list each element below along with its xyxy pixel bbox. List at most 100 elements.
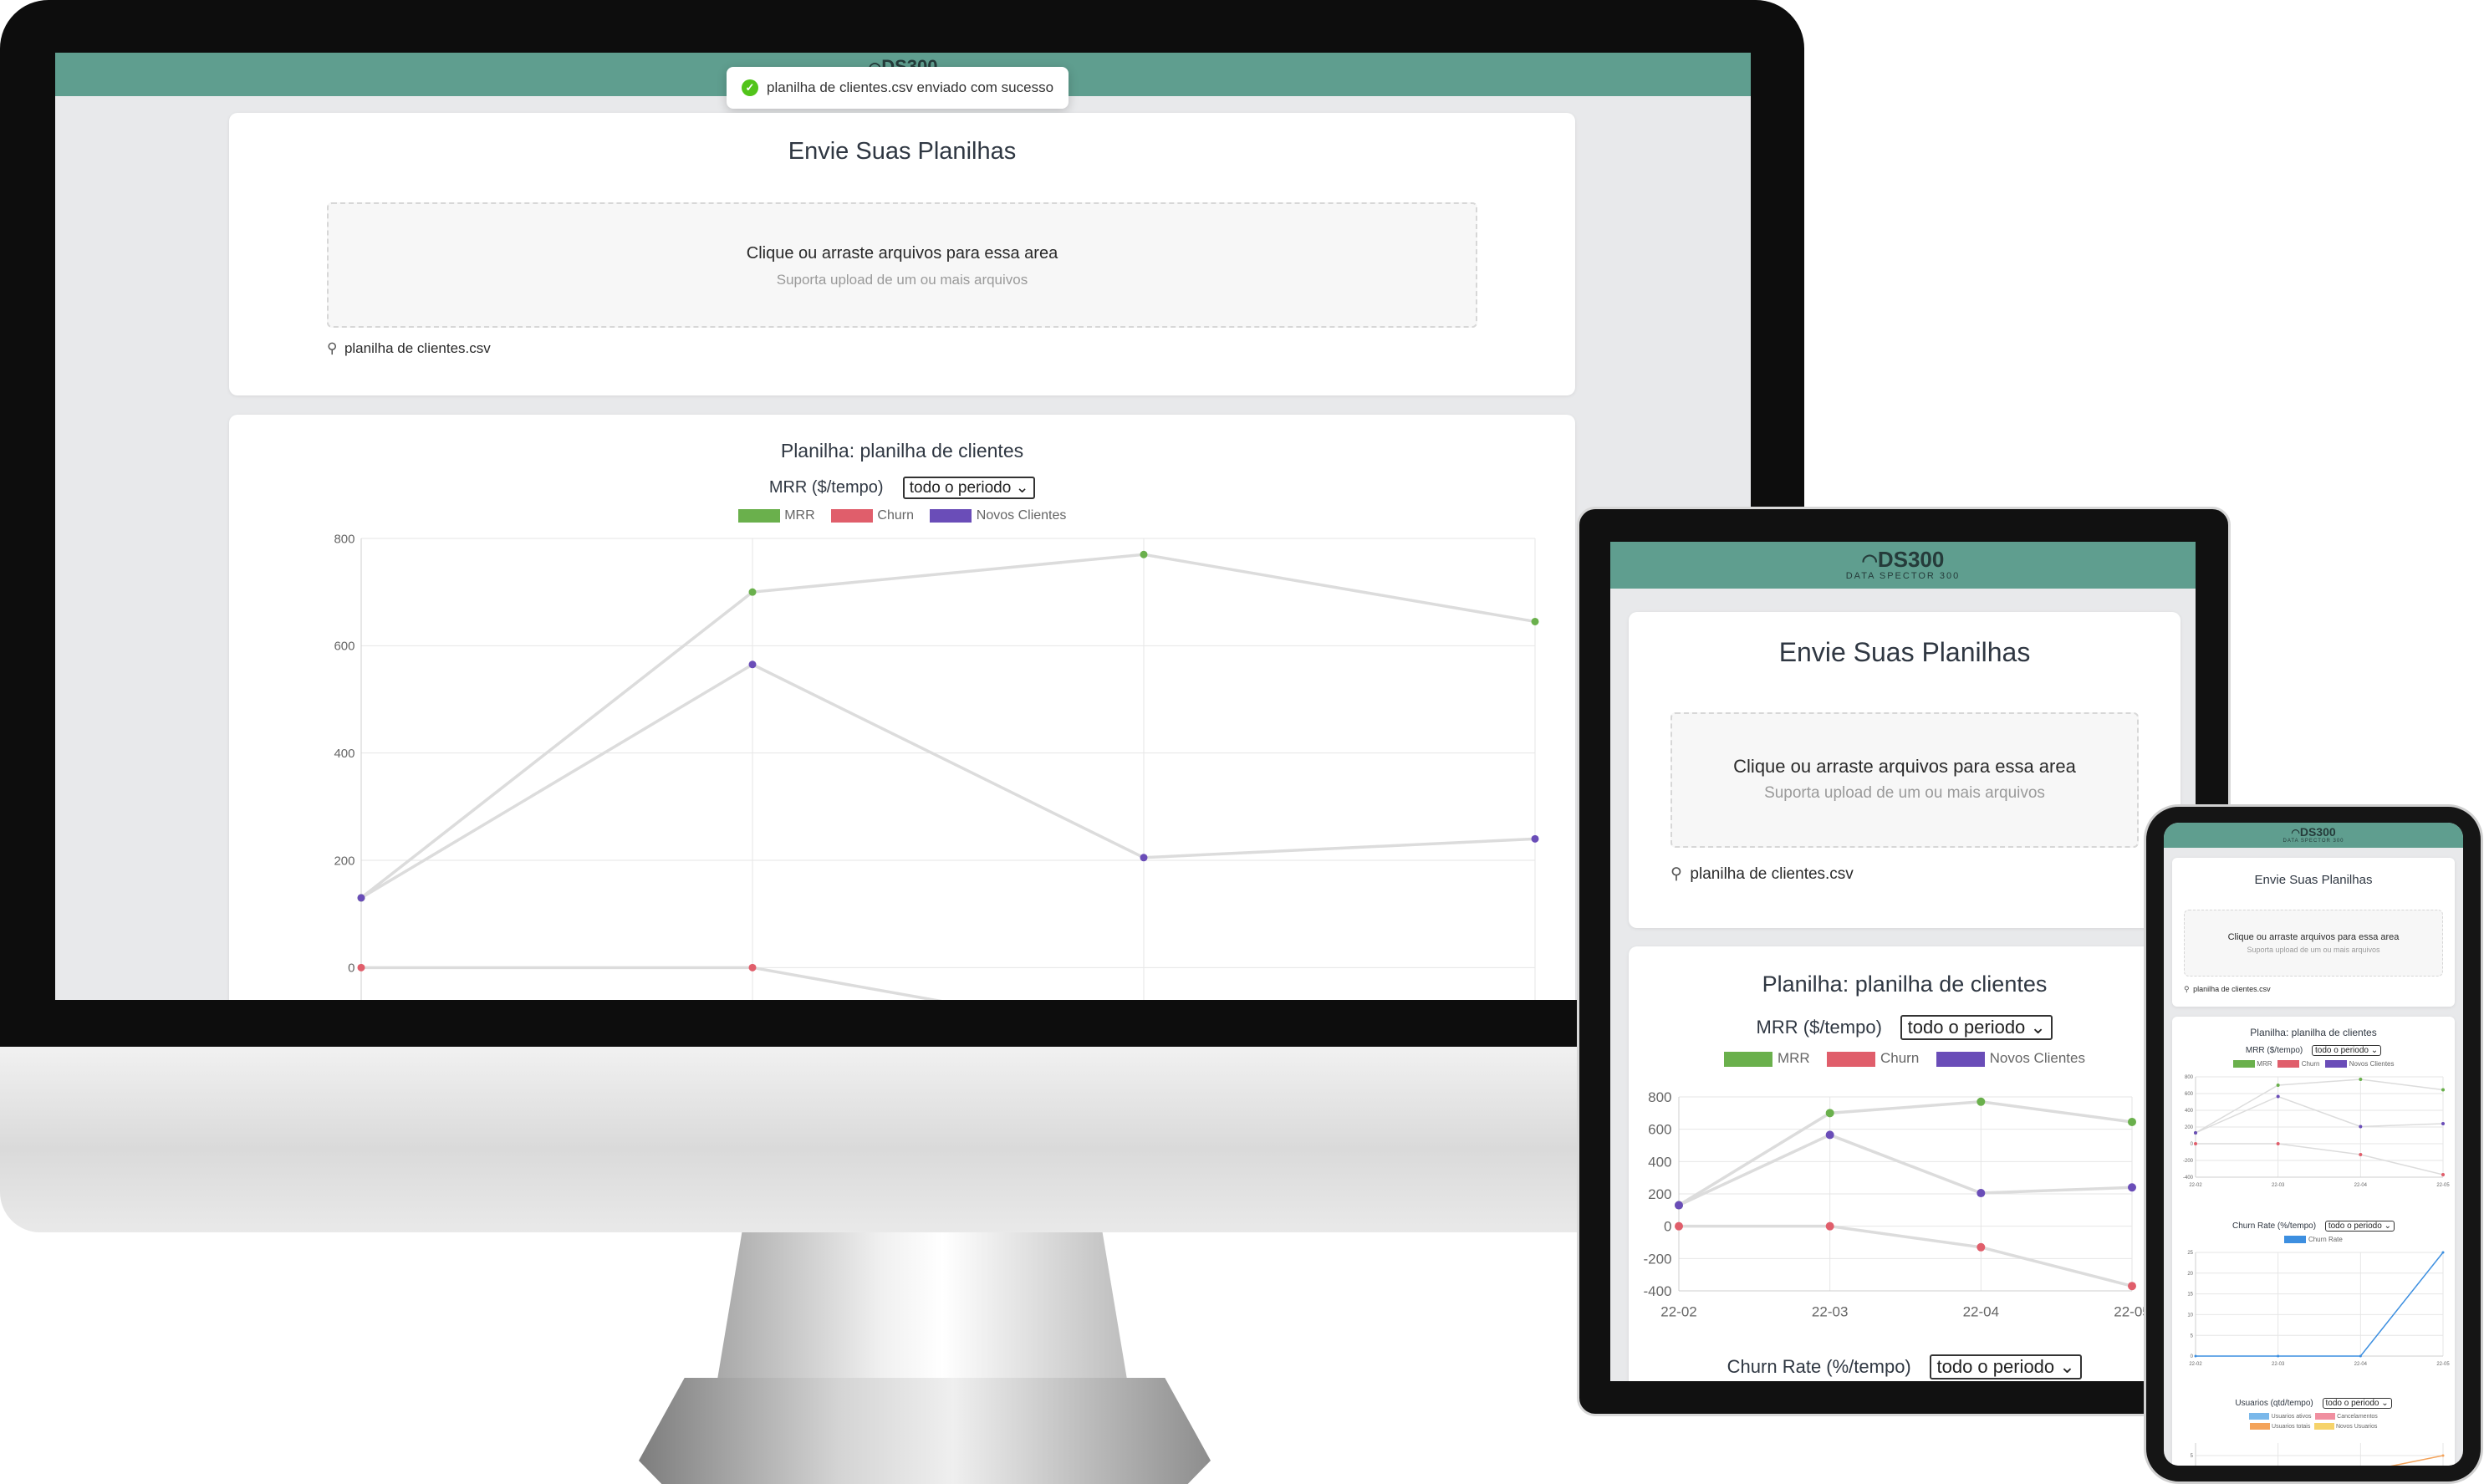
phone-churn-chart-label: Churn Rate (%/tempo) <box>2232 1221 2317 1231</box>
phone-legend-churn-rate[interactable]: Churn Rate <box>2284 1236 2343 1244</box>
data-point <box>2441 1122 2445 1125</box>
upload-dropzone[interactable]: Clique ou arraste arquivos para essa are… <box>327 202 1477 328</box>
tablet-legend-swatch-mrr <box>1724 1051 1773 1067</box>
phone-churn-chart: 0 5 10 15 20 25 22-02 22-03 22-04 22-05 <box>2187 1251 2450 1367</box>
x-tick-label: 22-03 <box>1812 1304 1848 1320</box>
tablet-upload-dropzone[interactable]: Clique ou arraste arquivos para essa are… <box>1670 712 2139 848</box>
y-tick-label: 200 <box>1648 1186 1671 1202</box>
phone-legend-novos-clientes[interactable]: Novos Clientes <box>2324 1060 2395 1068</box>
y-tick-label: 10 <box>2187 1313 2193 1318</box>
tablet-logo[interactable]: ◠DS300 DATA SPECTOR 300 <box>1846 548 1961 581</box>
phone-legend-mrr[interactable]: MRR <box>2232 1060 2272 1068</box>
desktop-monitor-base <box>639 1378 1211 1484</box>
data-point <box>1531 834 1539 843</box>
phone-chevron-down-icon: ⌄ <box>2370 1046 2379 1055</box>
tablet-churn-period-select[interactable]: todo o periodo ⌄ <box>1929 1354 2083 1379</box>
phone-usuarios-chart: 45 <box>2191 1443 2445 1466</box>
mrr-chart: 0 200 400 600 800 <box>334 532 1539 1000</box>
phone-legend-swatch-churn <box>2277 1060 2299 1068</box>
x-tick-label: 22-02 <box>2189 1362 2202 1367</box>
tablet-mrr-chart-label: MRR ($/tempo) <box>1756 1017 1882 1038</box>
mrr-period-select[interactable]: todo o periodo ⌄ <box>903 477 1036 499</box>
y-tick-label: -200 <box>2183 1159 2194 1164</box>
y-tick-label: 5 <box>2191 1454 2194 1459</box>
period-select-value: todo o periodo <box>909 479 1012 497</box>
series-line <box>2196 1252 2444 1357</box>
legend-novos-clientes[interactable]: Novos Clientes <box>930 508 1066 523</box>
mrr-chart-header: MRR ($/tempo) todo o periodo ⌄ <box>229 477 1575 499</box>
data-point <box>2276 1094 2280 1099</box>
paperclip-icon: ⚲ <box>327 340 338 356</box>
y-tick-label: -400 <box>1643 1283 1671 1299</box>
phone-usuarios-chart-legend: Usuarios ativos Cancelamentos Usuarios t… <box>2172 1413 2455 1430</box>
phone-legend-usuarios-ativos[interactable]: Usuarios ativos <box>2249 1413 2312 1420</box>
tablet-upload-title: Envie Suas Planilhas <box>1778 637 2031 667</box>
data-point <box>2441 1088 2445 1092</box>
phone-usuarios-select-value: todo o periodo <box>2325 1399 2379 1408</box>
phone-period-select-value: todo o periodo <box>2315 1046 2369 1055</box>
legend-churn[interactable]: Churn <box>830 508 914 523</box>
series-line <box>361 966 942 1000</box>
phone-mrr-chart-legend: MRR Churn Novos Clientes <box>2172 1060 2455 1068</box>
dropzone-text: Clique ou arraste arquivos para essa are… <box>746 244 1058 263</box>
y-tick-label: 800 <box>1648 1089 1671 1105</box>
phone-legend-label-churn: Churn <box>2301 1060 2320 1068</box>
tablet-mrr-chart-header: MRR ($/tempo) todo o periodo ⌄ <box>1629 1015 2181 1040</box>
x-tick-label: 22-04 <box>2354 1183 2368 1188</box>
data-point <box>2194 1354 2197 1358</box>
data-point <box>2276 1142 2280 1145</box>
phone-churn-chevron-down-icon: ⌄ <box>2384 1221 2391 1231</box>
tablet-mrr-period-select[interactable]: todo o periodo ⌄ <box>1900 1015 2053 1040</box>
upload-title: Envie Suas Planilhas <box>788 138 1017 165</box>
phone-mrr-period-select[interactable]: todo o periodo ⌄ <box>2312 1045 2382 1056</box>
phone-legend-cancelamentos[interactable]: Cancelamentos <box>2314 1413 2378 1420</box>
phone-upload-title: Envie Suas Planilhas <box>2254 873 2373 887</box>
legend-mrr[interactable]: MRR <box>737 508 815 523</box>
data-point <box>1140 550 1148 558</box>
tablet-mrr-chart: -400 -200 0 200 400 600 800 22-02 22-03 22-04 22-0… <box>1643 1089 2150 1320</box>
phone-usuarios-chart-header: Usuarios (qtd/tempo) todo o periodo ⌄ <box>2172 1398 2455 1409</box>
data-point <box>2441 1454 2445 1457</box>
data-point <box>748 588 757 596</box>
x-tick-label: 22-05 <box>2436 1183 2450 1188</box>
data-point <box>2194 1142 2197 1145</box>
data-point <box>1825 1130 1834 1140</box>
sheet-title: Planilha: planilha de clientes <box>780 440 1024 462</box>
desktop-monitor-stand <box>717 1232 1127 1379</box>
phone-upload-dropzone[interactable]: Clique ou arraste arquivos para essa are… <box>2184 910 2443 977</box>
chevron-down-icon: ⌄ <box>1015 479 1029 497</box>
tablet-churn-chart-header: Churn Rate (%/tempo) todo o periodo ⌄ <box>1629 1354 2181 1379</box>
dropzone-hint: Suporta upload de um ou mais arquivos <box>776 272 1028 288</box>
phone-mrr-chart: -400 -200 0 200 400 600 800 22-02 22-03 22-04 22-0… <box>2183 1075 2450 1188</box>
y-tick-label: 0 <box>2191 1354 2194 1359</box>
series-line <box>1679 1224 2133 1288</box>
data-point <box>1825 1221 1834 1231</box>
legend-swatch-novos <box>930 508 972 523</box>
phone-legend-usuarios-totais[interactable]: Usuarios totais <box>2249 1423 2310 1430</box>
phone-logo[interactable]: ◠DS300 DATA SPECTOR 300 <box>2283 826 2344 844</box>
phone-churn-select-value: todo o periodo <box>2328 1221 2382 1231</box>
phone-legend-label-novos: Novos Clientes <box>2349 1060 2395 1068</box>
uploaded-file-item[interactable]: ⚲ planilha de clientes.csv <box>327 340 491 357</box>
phone-legend-swatch-usuarios-totais <box>2249 1423 2270 1430</box>
phone-legend-churn[interactable]: Churn <box>2277 1060 2320 1068</box>
success-check-icon: ✓ <box>742 79 758 96</box>
phone-usuarios-period-select[interactable]: todo o periodo ⌄ <box>2322 1398 2392 1409</box>
tablet-uploaded-file-item[interactable]: ⚲ planilha de clientes.csv <box>1670 864 1854 884</box>
tablet-legend-mrr[interactable]: MRR <box>1724 1050 1810 1067</box>
phone-uploaded-file-item[interactable]: ⚲ planilha de clientes.csv <box>2184 985 2271 994</box>
phone-mrr-chart-label: MRR ($/tempo) <box>2245 1046 2303 1055</box>
desktop-screen: ◠DS300 ✓ planilha de clientes.csv enviad… <box>55 53 1751 1000</box>
y-tick-label: 25 <box>2187 1251 2193 1256</box>
tablet-legend-novos-clientes[interactable]: Novos Clientes <box>1936 1050 2085 1067</box>
data-point <box>1976 1097 1986 1106</box>
phone-legend-swatch-novos <box>2324 1060 2347 1068</box>
data-point <box>2359 1153 2363 1156</box>
tablet-legend-churn[interactable]: Churn <box>1827 1050 1919 1067</box>
phone-churn-period-select[interactable]: todo o periodo ⌄ <box>2324 1221 2395 1232</box>
data-point <box>1531 617 1539 625</box>
tablet-logo-name: DS300 <box>1877 547 1945 572</box>
phone-legend-swatch-cancelamentos <box>2314 1413 2335 1420</box>
y-tick-label: 400 <box>2185 1109 2194 1114</box>
phone-legend-novos-usuarios[interactable]: Novos Usuarios <box>2313 1423 2377 1430</box>
